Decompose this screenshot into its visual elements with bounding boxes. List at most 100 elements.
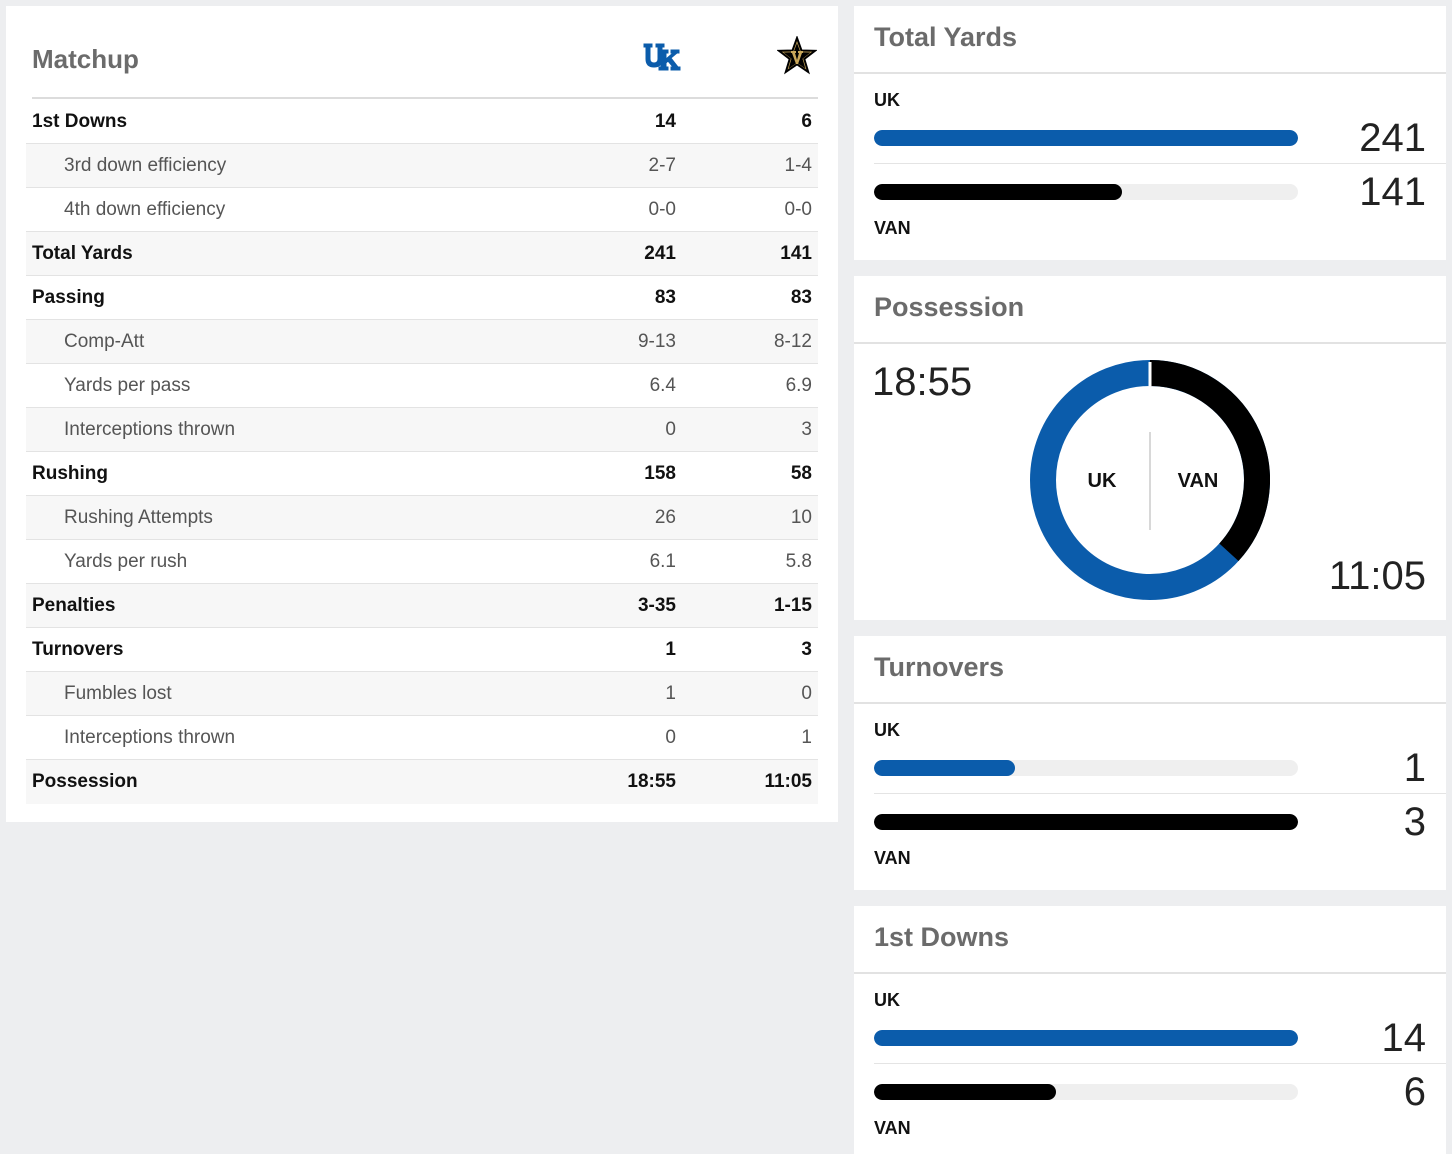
van-stat-value: 1-15 (773, 595, 812, 616)
uk-bar-fill (874, 130, 1298, 146)
table-row: 4th down efficiency 0-0 0-0 (26, 188, 818, 232)
matchup-header: Matchup (32, 6, 818, 99)
uk-bar-fill (874, 1030, 1298, 1046)
stat-label: Comp-Att (64, 331, 145, 352)
van-stat-value: 10 (790, 507, 812, 528)
donut-van-label: VAN (1178, 470, 1219, 492)
van-first-downs-value: 6 (1403, 1070, 1426, 1114)
van-stat-value: 1 (801, 727, 812, 748)
van-stat-value: 0-0 (784, 199, 812, 220)
van-stat-value: 58 (790, 463, 812, 484)
uk-stat-value: 9-13 (637, 331, 676, 352)
uk-stat-value: 3-35 (637, 595, 676, 616)
van-team-label: VAN (874, 1118, 911, 1138)
uk-stat-value: 0 (665, 727, 676, 748)
van-stat-value: 11:05 (764, 771, 812, 792)
table-row: Turnovers 1 3 (26, 628, 818, 672)
van-bar-fill (874, 1084, 1056, 1100)
vanderbilt-star-logo-icon[interactable] (776, 35, 818, 76)
uk-stat-value: 158 (644, 463, 676, 484)
card-divider (854, 72, 1446, 74)
table-row: Interceptions thrown 0 3 (26, 408, 818, 452)
bar-separator (874, 1063, 1446, 1064)
card-divider (854, 702, 1446, 704)
uk-turnovers-value: 1 (1403, 746, 1426, 790)
uk-stat-value: 1 (665, 639, 676, 660)
stat-label: Total Yards (32, 243, 133, 264)
stat-label: Fumbles lost (64, 683, 172, 704)
uk-stat-value: 26 (654, 507, 676, 528)
uk-team-label: UK (874, 990, 900, 1010)
table-row: Yards per rush 6.1 5.8 (26, 540, 818, 584)
van-team-label: VAN (874, 218, 911, 238)
matchup-stats-list: 1st Downs 14 6 3rd down efficiency 2-7 1-4 4… (26, 100, 818, 804)
bar-separator (874, 163, 1446, 164)
stat-label: Passing (32, 287, 105, 308)
van-stat-value: 6 (801, 111, 812, 132)
van-stat-value: 141 (780, 243, 812, 264)
uk-total-yards-bar (874, 130, 1298, 146)
turnovers-title: Turnovers (874, 652, 1005, 682)
van-stat-value: 3 (801, 639, 812, 660)
card-divider (854, 342, 1446, 344)
kentucky-uk-logo-icon[interactable] (641, 36, 681, 76)
first-downs-card: 1st Downs UK 14 6 VAN (854, 906, 1446, 1154)
uk-stat-value: 241 (644, 243, 676, 264)
table-row: 3rd down efficiency 2-7 1-4 (26, 144, 818, 188)
van-total-yards-value: 141 (1359, 170, 1426, 214)
uk-stat-value: 18:55 (627, 771, 676, 792)
uk-bar-fill (874, 760, 1016, 776)
bar-separator (874, 793, 1446, 794)
table-row: Fumbles lost 1 0 (26, 672, 818, 716)
table-row: Yards per pass 6.4 6.9 (26, 364, 818, 408)
stat-label: Turnovers (32, 639, 124, 660)
donut-uk-label: UK (1088, 470, 1117, 492)
van-possession-arc (1149, 360, 1270, 562)
van-first-downs-bar (874, 1084, 1298, 1100)
uk-stat-value: 2-7 (648, 155, 676, 176)
van-bar-fill (874, 814, 1298, 830)
stat-label: 4th down efficiency (64, 199, 226, 220)
uk-stat-value: 0-0 (648, 199, 676, 220)
stat-label: Penalties (32, 595, 116, 616)
first-downs-title: 1st Downs (874, 922, 1010, 952)
turnovers-card: Turnovers UK 1 3 VAN (854, 636, 1446, 890)
van-stat-value: 3 (801, 419, 812, 440)
stat-label: Rushing (32, 463, 108, 484)
stat-label: Yards per pass (64, 375, 191, 396)
van-possession-time: 11:05 (1328, 554, 1426, 598)
stat-label: 3rd down efficiency (64, 155, 227, 176)
van-stat-value: 83 (790, 287, 812, 308)
van-bar-fill (874, 184, 1123, 200)
table-row: Total Yards 241 141 (26, 232, 818, 276)
uk-stat-value: 6.1 (649, 551, 676, 572)
uk-stat-value: 14 (654, 111, 676, 132)
table-row: Penalties 3-35 1-15 (26, 584, 818, 628)
van-stat-value: 1-4 (784, 155, 812, 176)
table-row: Possession 18:55 11:05 (26, 760, 818, 804)
stat-label: Yards per rush (64, 551, 188, 572)
uk-possession-time: 18:55 (872, 360, 973, 404)
uk-stat-value: 6.4 (649, 375, 676, 396)
matchup-panel: Matchup 1st Downs 14 6 3rd down efficiency… (6, 6, 838, 822)
uk-stat-value: 0 (665, 419, 676, 440)
table-row: Interceptions thrown 0 1 (26, 716, 818, 760)
uk-first-downs-bar (874, 1030, 1298, 1046)
uk-first-downs-value: 14 (1381, 1016, 1427, 1060)
table-row: Passing 83 83 (26, 276, 818, 320)
van-stat-value: 8-12 (773, 331, 812, 352)
van-team-label: VAN (874, 848, 911, 868)
stat-label: Interceptions thrown (64, 727, 236, 748)
table-row: Comp-Att 9-13 8-12 (26, 320, 818, 364)
uk-turnovers-bar (874, 760, 1298, 776)
van-stat-value: 5.8 (785, 551, 812, 572)
possession-donut-chart: UK VAN (1030, 360, 1270, 600)
van-stat-value: 6.9 (785, 375, 812, 396)
uk-stat-value: 83 (654, 287, 676, 308)
table-row: Rushing Attempts 26 10 (26, 496, 818, 540)
table-row: Rushing 158 58 (26, 452, 818, 496)
table-row: 1st Downs 14 6 (26, 100, 818, 144)
total-yards-title: Total Yards (874, 22, 1018, 52)
card-divider (854, 972, 1446, 974)
uk-total-yards-value: 241 (1359, 116, 1426, 160)
